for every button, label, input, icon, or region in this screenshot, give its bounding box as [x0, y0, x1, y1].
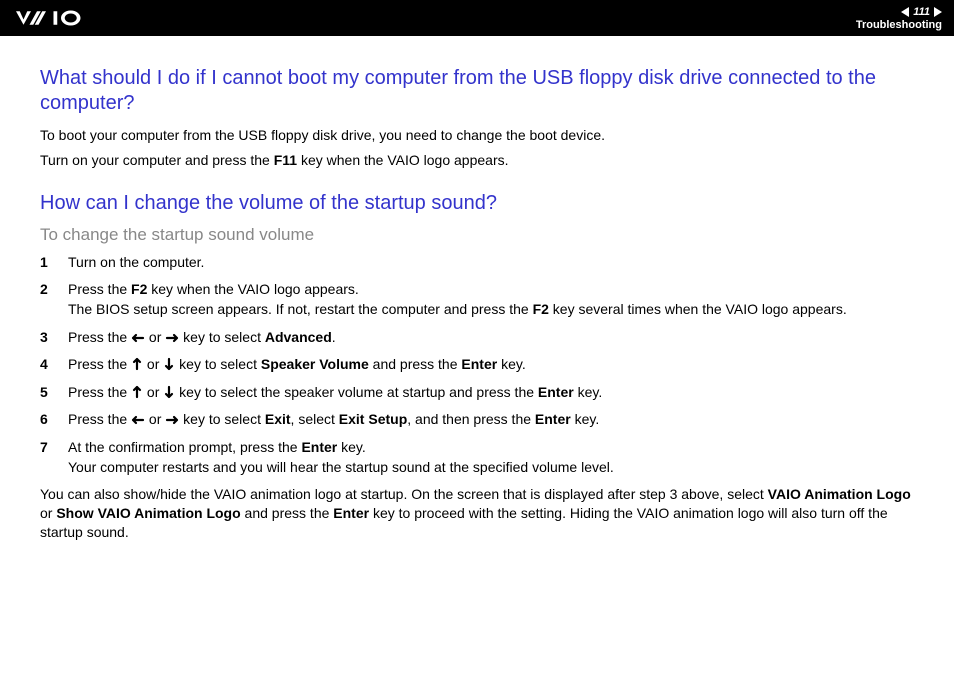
arrow-down-icon [163, 385, 175, 399]
text: and press the [369, 356, 462, 372]
arrow-left-icon [131, 414, 145, 426]
text: key to select [179, 411, 265, 427]
step-5: Press the or key to select the speaker v… [40, 383, 914, 403]
nav-next-icon[interactable] [934, 7, 942, 17]
text: key when the VAIO logo appears. [147, 281, 358, 297]
text: , and then press the [407, 411, 535, 427]
page-content: What should I do if I cannot boot my com… [0, 36, 954, 568]
text: You can also show/hide the VAIO animatio… [40, 486, 768, 502]
text: Press the [68, 329, 131, 345]
step-2: Press the F2 key when the VAIO logo appe… [40, 280, 914, 319]
vaio-logo [12, 9, 122, 27]
key-vaio-anim-logo: VAIO Animation Logo [768, 486, 911, 502]
text: . [332, 329, 336, 345]
arrow-right-icon [165, 414, 179, 426]
text: Press the [68, 384, 131, 400]
key-exit-setup: Exit Setup [339, 411, 407, 427]
steps-list: Turn on the computer. Press the F2 key w… [40, 253, 914, 477]
text: or [145, 329, 165, 345]
text: Turn on your computer and press the [40, 152, 274, 168]
text: or [143, 356, 163, 372]
key-speaker-volume: Speaker Volume [261, 356, 369, 372]
text: key. [571, 411, 600, 427]
text: key to select [179, 329, 265, 345]
q2-subheading: To change the startup sound volume [40, 225, 914, 245]
arrow-up-icon [131, 357, 143, 371]
header-right: 111 Troubleshooting [856, 6, 942, 31]
step-1: Turn on the computer. [40, 253, 914, 273]
text: The BIOS setup screen appears. If not, r… [68, 301, 533, 317]
text: or [143, 384, 163, 400]
key-enter: Enter [538, 384, 574, 400]
step-3: Press the or key to select Advanced. [40, 328, 914, 348]
text: or [40, 505, 56, 521]
key-advanced: Advanced [265, 329, 332, 345]
q1-para-2: Turn on your computer and press the F11 … [40, 151, 914, 170]
text: key. [497, 356, 526, 372]
text: Press the [68, 281, 131, 297]
section-label: Troubleshooting [856, 19, 942, 31]
step-4: Press the or key to select Speaker Volum… [40, 355, 914, 375]
text: key when the VAIO logo appears. [297, 152, 508, 168]
text: key to select the speaker volume at star… [175, 384, 538, 400]
text: Turn on the computer. [68, 254, 204, 270]
text: , select [291, 411, 339, 427]
question-1-heading: What should I do if I cannot boot my com… [40, 66, 914, 116]
key-enter: Enter [535, 411, 571, 427]
text: Press the [68, 356, 131, 372]
text: key. [337, 439, 366, 455]
q2-footer: You can also show/hide the VAIO animatio… [40, 485, 914, 542]
question-2-heading: How can I change the volume of the start… [40, 192, 914, 215]
text: At the confirmation prompt, press the [68, 439, 301, 455]
key-enter: Enter [301, 439, 337, 455]
key-f2: F2 [131, 281, 147, 297]
text: Press the [68, 411, 131, 427]
text: key. [574, 384, 603, 400]
key-f11: F11 [274, 152, 297, 168]
key-exit: Exit [265, 411, 291, 427]
key-show-vaio-anim-logo: Show VAIO Animation Logo [56, 505, 240, 521]
arrow-down-icon [163, 357, 175, 371]
text: key several times when the VAIO logo app… [549, 301, 847, 317]
step-6: Press the or key to select Exit, select … [40, 410, 914, 430]
key-enter: Enter [461, 356, 497, 372]
key-enter: Enter [333, 505, 369, 521]
page-number: 111 [913, 6, 930, 18]
text: or [145, 411, 165, 427]
step-7: At the confirmation prompt, press the En… [40, 438, 914, 477]
text: and press the [241, 505, 334, 521]
nav-prev-icon[interactable] [901, 7, 909, 17]
q1-para-1: To boot your computer from the USB flopp… [40, 126, 914, 145]
header-bar: 111 Troubleshooting [0, 0, 954, 36]
key-f2: F2 [533, 301, 549, 317]
text: Your computer restarts and you will hear… [68, 459, 614, 475]
text: key to select [175, 356, 261, 372]
page-nav: 111 [901, 6, 942, 18]
arrow-up-icon [131, 385, 143, 399]
arrow-right-icon [165, 332, 179, 344]
arrow-left-icon [131, 332, 145, 344]
